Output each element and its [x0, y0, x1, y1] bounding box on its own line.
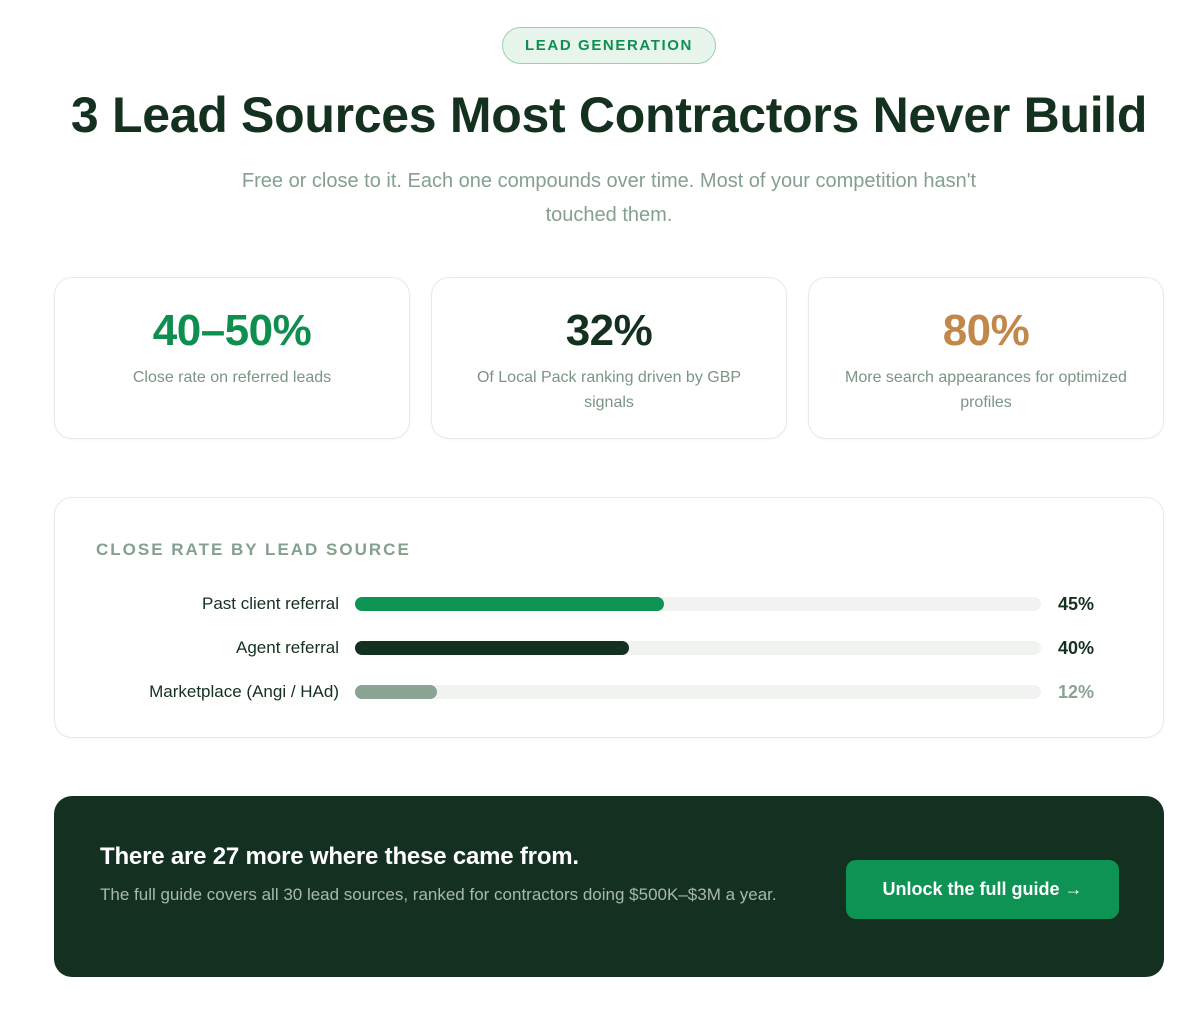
stat-value: 40–50%	[152, 306, 312, 355]
stat-value: 80%	[942, 306, 1030, 355]
bar-fill	[355, 641, 630, 655]
badge-wrapper: LEAD GENERATION	[0, 27, 1200, 64]
bar-row: Marketplace (Angi / HAd) 12%	[55, 681, 1165, 703]
close-rate-chart: CLOSE RATE BY LEAD SOURCE Past client re…	[54, 497, 1164, 738]
bar-row: Agent referral 40%	[55, 637, 1165, 659]
stat-label: Of Local Pack ranking driven by GBP sign…	[476, 369, 742, 411]
bar-fill	[355, 685, 438, 699]
stat-card-search-appearances: 80% More search appearances for optimize…	[808, 277, 1164, 439]
bar-label: Marketplace (Angi / HAd)	[149, 682, 339, 701]
bar-row: Past client referral 45%	[55, 593, 1165, 615]
bar-track	[355, 597, 1041, 611]
page-title: 3 Lead Sources Most Contractors Never Bu…	[70, 87, 1148, 143]
stat-value: 32%	[565, 306, 653, 355]
page-subtitle: Free or close to it. Each one compounds …	[241, 170, 977, 226]
stat-card-referred-leads: 40–50% Close rate on referred leads	[54, 277, 410, 439]
stats-row: 40–50% Close rate on referred leads 32% …	[54, 277, 1164, 439]
bar-track	[355, 641, 1041, 655]
bar-label: Past client referral	[202, 594, 339, 613]
cta-description: The full guide covers all 30 lead source…	[100, 885, 777, 904]
stat-label: Close rate on referred leads	[132, 369, 332, 386]
cta-banner: There are 27 more where these came from.…	[54, 796, 1164, 977]
bar-value-label: 12%	[1058, 682, 1095, 702]
stat-card-local-pack: 32% Of Local Pack ranking driven by GBP …	[431, 277, 787, 439]
bar-track	[355, 685, 1041, 699]
bar-value-label: 40%	[1058, 638, 1095, 658]
category-badge: LEAD GENERATION	[502, 27, 716, 64]
unlock-guide-button[interactable]: Unlock the full guide →	[846, 860, 1119, 919]
stat-label: More search appearances for optimized pr…	[845, 369, 1127, 411]
cta-heading: There are 27 more where these came from.	[100, 843, 579, 870]
bar-label: Agent referral	[236, 638, 339, 657]
chart-title: CLOSE RATE BY LEAD SOURCE	[96, 540, 411, 559]
bar-value-label: 45%	[1058, 594, 1095, 614]
bar-fill	[355, 597, 664, 611]
